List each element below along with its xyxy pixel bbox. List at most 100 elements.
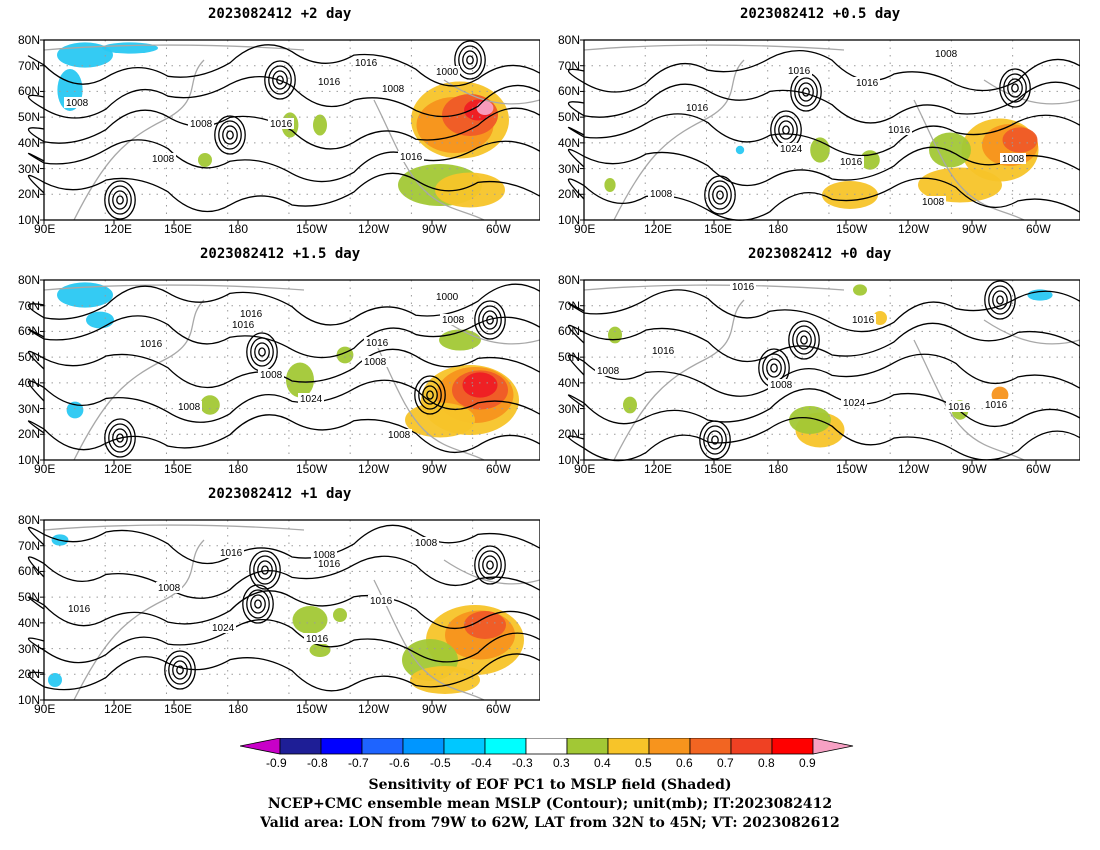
sensitivity-shading xyxy=(57,282,113,308)
colorbar-cell xyxy=(730,738,773,755)
low-pressure-center xyxy=(454,40,486,80)
lon-tick-label: 120W xyxy=(358,702,390,716)
contour-label: 1008 xyxy=(158,583,181,594)
isobar-contours xyxy=(27,524,540,692)
lat-tick-label: 50N xyxy=(17,350,40,365)
colorbar-cell xyxy=(443,738,486,755)
lat-tick-label: 60N xyxy=(557,84,580,99)
lon-tick-label: 90W xyxy=(962,462,987,476)
lat-tick-label: 40N xyxy=(17,375,40,390)
lon-tick-label: 150W xyxy=(836,462,868,476)
low-pressure-center xyxy=(796,330,812,350)
contour-label: 1016 xyxy=(306,634,329,645)
contour-label: 1024 xyxy=(843,398,866,409)
lat-tick-label: 70N xyxy=(557,298,580,313)
contour-labels: 1008 1016 1016 1016 1016 1008 1024 1016 1008 1008 xyxy=(648,48,1026,208)
contour-label: 1016 xyxy=(840,157,863,168)
lon-tick-label: 90W xyxy=(422,222,447,236)
lon-tick-label: 90E xyxy=(574,462,596,476)
sensitivity-shading xyxy=(929,132,971,168)
contour-label: 1016 xyxy=(788,66,811,77)
contour-label: 1016 xyxy=(366,338,389,349)
low-pressure-center xyxy=(168,655,192,685)
low-pressure-center xyxy=(253,555,277,585)
sensitivity-shading xyxy=(292,606,328,634)
contour-label: 1000 xyxy=(436,292,459,303)
low-pressure-center xyxy=(482,555,498,575)
lon-tick-label: 150W xyxy=(296,702,328,716)
sensitivity-shading xyxy=(462,372,498,398)
lat-tick-label: 30N xyxy=(557,401,580,416)
low-pressure-center xyxy=(474,545,506,585)
lon-tick-label: 60W xyxy=(1026,462,1051,476)
contour-label: 1008 xyxy=(260,370,283,381)
sensitivity-shading xyxy=(735,145,745,155)
contour-label: 1016 xyxy=(985,400,1008,411)
map-canvas: 1016 1000 1016 1008 1008 1016 1008 1016 1008 xyxy=(27,39,540,224)
map-canvas: 1008 1016 1016 1016 1016 1008 1024 1016 1008 1008 xyxy=(567,39,1080,224)
contour-label: 1008 xyxy=(650,189,673,200)
low-pressure-center xyxy=(778,120,794,140)
low-pressure-center xyxy=(708,180,732,210)
lon-tick-label: 180 xyxy=(228,702,249,716)
sensitivity-shading xyxy=(476,101,494,115)
panel-title: 2023082412 +1.5 day xyxy=(200,246,361,262)
low-pressure-center xyxy=(988,285,1012,315)
sensitivity-shading xyxy=(873,311,887,325)
contour-label: 1016 xyxy=(232,320,255,331)
colorbar-tick-label: 0.3 xyxy=(553,756,570,770)
lon-tick-label: 150W xyxy=(836,222,868,236)
colorbar-cell xyxy=(320,738,363,755)
lon-tick-label: 60W xyxy=(486,462,511,476)
colorbar-cell xyxy=(525,738,568,755)
colorbar-cell xyxy=(402,738,445,755)
contour-label: 1016 xyxy=(856,78,879,89)
contour-label: 1024 xyxy=(212,623,235,634)
coastline xyxy=(43,284,540,461)
low-pressure-center xyxy=(766,358,782,378)
low-pressure-center xyxy=(703,425,727,455)
colorbar-cell xyxy=(689,738,732,755)
sensitivity-shading xyxy=(410,666,480,694)
contour-label: 1016 xyxy=(220,548,243,559)
lon-tick-label: 180 xyxy=(768,222,789,236)
lat-tick-label: 50N xyxy=(17,110,40,125)
map-panel-plus-0-day: 2023082412 +0 day 1016 1016 1016 1008 1008 10… xyxy=(540,240,1080,476)
low-pressure-center xyxy=(116,433,124,443)
sensitivity-shading xyxy=(313,114,327,136)
panel-title: 2023082412 +0 day xyxy=(748,246,892,262)
low-pressure-center xyxy=(699,420,731,460)
contour-label: 1008 xyxy=(190,119,213,130)
lon-tick-label: 150W xyxy=(296,222,328,236)
sensitivity-shading xyxy=(57,42,113,68)
gridlines xyxy=(44,280,540,460)
lat-tick-label: 20N xyxy=(557,427,580,442)
sensitivity-shading xyxy=(86,311,114,329)
lat-tick-label: 20N xyxy=(17,667,40,682)
panel-title: 2023082412 +1 day xyxy=(208,486,352,502)
contour-label: 1008 xyxy=(1002,154,1025,165)
lon-tick-label: 90E xyxy=(574,222,596,236)
low-pressure-center xyxy=(176,665,184,675)
low-pressure-center xyxy=(704,175,736,215)
contour-label: 1024 xyxy=(300,394,323,405)
panel-title: 2023082412 +2 day xyxy=(208,6,352,22)
low-pressure-center xyxy=(257,560,273,580)
sensitivity-shading xyxy=(435,172,505,208)
colorbar-tick-label: -0.9 xyxy=(266,756,287,770)
contour-label: 1008 xyxy=(922,197,945,208)
low-pressure-center xyxy=(258,347,266,357)
isobar-contours xyxy=(27,40,540,220)
lon-tick-label: 90E xyxy=(34,222,56,236)
colorbar-tick-label: -0.8 xyxy=(307,756,328,770)
lat-tick-label: 60N xyxy=(17,324,40,339)
sensitivity-shading xyxy=(623,396,637,414)
contour-label: 1008 xyxy=(388,430,411,441)
low-pressure-center xyxy=(798,82,814,102)
sensitivity-shading xyxy=(464,611,506,639)
low-pressure-center xyxy=(474,300,506,340)
lat-tick-label: 80N xyxy=(17,33,40,47)
lat-tick-label: 10N xyxy=(17,453,40,467)
lat-tick-label: 40N xyxy=(17,615,40,630)
